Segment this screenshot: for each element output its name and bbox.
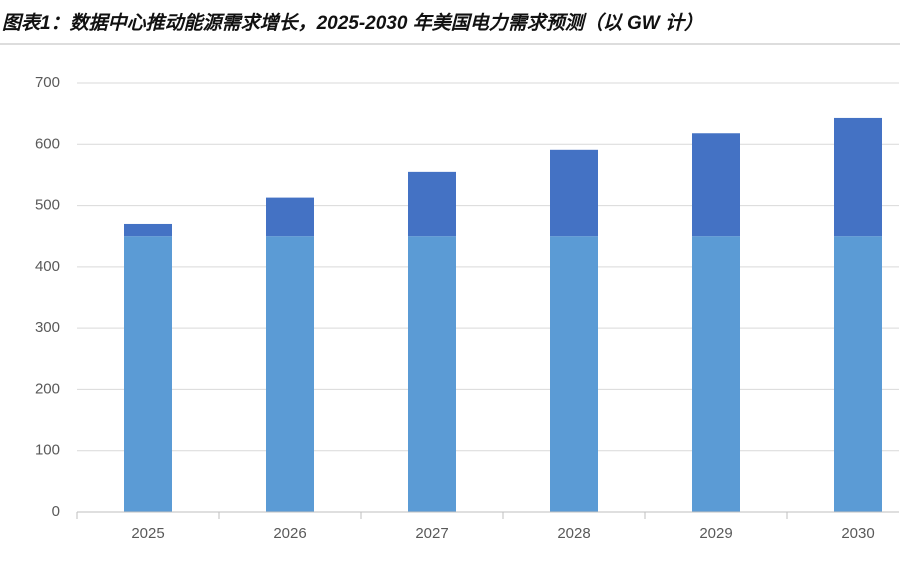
y-tick-label: 100 <box>35 442 60 459</box>
bar-segment <box>408 171 456 237</box>
y-tick-label: 600 <box>35 135 60 152</box>
y-tick-label: 400 <box>35 258 60 275</box>
chart-title: 图表1：数据中心推动能源需求增长，2025-2030 年美国电力需求预测（以 G… <box>2 12 703 34</box>
x-tick-label: 2026 <box>273 525 306 542</box>
bar-segment <box>266 197 314 237</box>
y-tick-label: 200 <box>35 380 60 397</box>
y-tick-label: 500 <box>35 197 60 214</box>
bar-segment <box>550 236 598 512</box>
x-tick-label: 2028 <box>557 525 590 542</box>
bar-segment <box>124 236 172 512</box>
bar-segment <box>408 236 456 512</box>
bar-segment <box>692 236 740 512</box>
bar-segment <box>692 133 740 237</box>
bar-segment <box>550 149 598 237</box>
bar-segment <box>834 236 882 512</box>
y-tick-label: 0 <box>52 503 60 520</box>
x-tick-label: 2029 <box>699 525 732 542</box>
bar-segment <box>834 117 882 237</box>
x-tick-label: 2030 <box>841 525 874 542</box>
y-tick-label: 300 <box>35 319 60 336</box>
y-tick-label: 700 <box>35 74 60 91</box>
x-tick-label: 2027 <box>415 525 448 542</box>
bar-segment <box>124 223 172 237</box>
x-tick-label: 2025 <box>131 525 164 542</box>
bar-segment <box>266 236 314 512</box>
